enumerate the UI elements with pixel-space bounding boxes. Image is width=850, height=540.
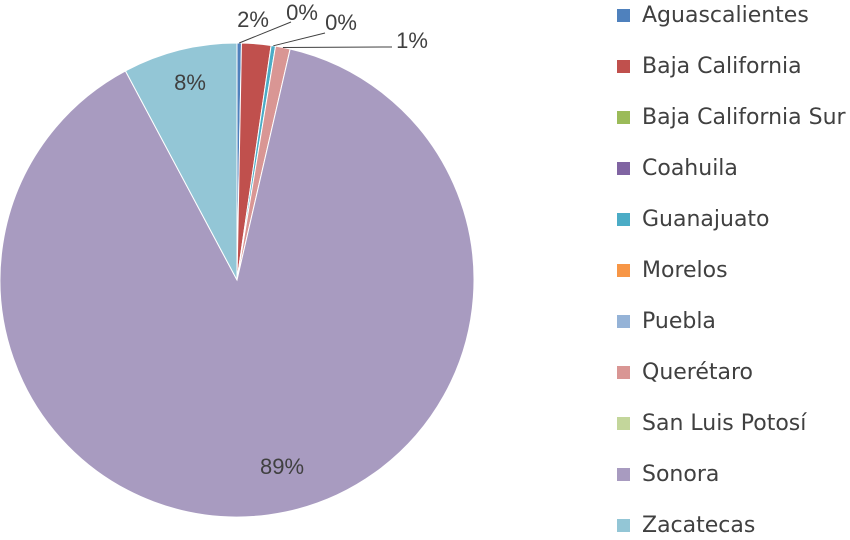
legend-label: Morelos — [642, 257, 728, 283]
legend-swatch — [617, 161, 630, 175]
legend-swatch — [617, 518, 630, 532]
data-label-zacatecas: 8% — [174, 70, 206, 95]
leader-lines — [239, 21, 393, 48]
legend-swatch — [617, 314, 630, 328]
data-labels: 2% 0% 0% 1% 8% 89% — [174, 0, 428, 479]
legend-swatch — [617, 59, 630, 73]
leader-line-guanajuato — [273, 32, 326, 47]
legend-label: Zacatecas — [642, 512, 756, 538]
data-label-queretaro: 1% — [396, 28, 428, 53]
legend-swatch — [617, 416, 630, 430]
data-label-guanajuato: 0% — [325, 10, 357, 35]
legend-label: Puebla — [642, 308, 716, 334]
legend-item-morelos: Morelos — [617, 255, 728, 285]
legend-item-san-luis-potosi: San Luis Potosí — [617, 408, 806, 438]
legend-swatch — [617, 365, 630, 379]
leader-line-queretaro — [282, 46, 393, 48]
pie-chart: 2% 0% 0% 1% 8% 89% — [0, 0, 475, 518]
legend-item-coahuila: Coahuila — [617, 153, 738, 183]
legend-swatch — [617, 263, 630, 277]
legend-label: Baja California — [642, 53, 802, 79]
legend-item-puebla: Puebla — [617, 306, 716, 336]
legend-label: Aguascalientes — [642, 2, 809, 28]
legend-label: Guanajuato — [642, 206, 770, 232]
legend-item-queretaro: Querétaro — [617, 357, 753, 387]
legend-label: San Luis Potosí — [642, 410, 807, 436]
legend-item-zacatecas: Zacatecas — [617, 510, 755, 540]
data-label-sonora: 89% — [260, 454, 304, 479]
legend-label: Querétaro — [642, 359, 754, 385]
legend-swatch — [617, 467, 630, 481]
data-label-aguascalientes: 0% — [286, 0, 318, 25]
legend-item-guanajuato: Guanajuato — [617, 204, 770, 234]
pie-slices — [0, 42, 475, 518]
legend-label: Coahuila — [642, 155, 738, 181]
legend-item-baja-california: Baja California — [617, 51, 802, 81]
legend-swatch — [617, 110, 630, 124]
legend-label: Baja California Sur — [642, 104, 846, 130]
leader-line-aguascalientes — [239, 21, 292, 44]
legend-item-aguascalientes: Aguascalientes — [617, 0, 809, 30]
pie-slice-sonora — [0, 48, 475, 518]
pie-slice-zacatecas — [124, 42, 238, 281]
legend-item-baja-california-sur: Baja California Sur — [617, 102, 846, 132]
legend-item-sonora: Sonora — [617, 459, 719, 489]
data-label-baja-california: 2% — [237, 7, 269, 32]
legend-swatch — [617, 8, 630, 22]
legend-label: Sonora — [642, 461, 720, 487]
legend-swatch — [617, 212, 630, 226]
